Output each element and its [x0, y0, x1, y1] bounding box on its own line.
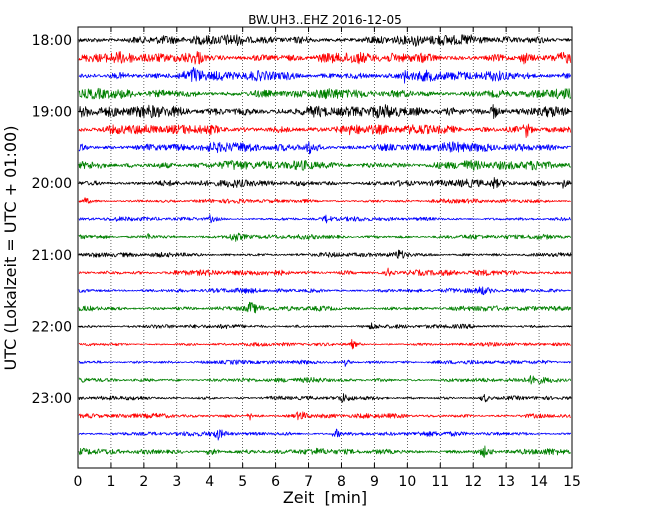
trace-line — [78, 214, 572, 224]
x-tick-label: 12 — [464, 474, 482, 490]
x-tick-label: 7 — [304, 474, 313, 490]
x-tick-label: 1 — [106, 474, 115, 490]
x-tick-label: 5 — [238, 474, 247, 490]
seismogram-traces — [78, 34, 572, 458]
trace-line — [78, 267, 572, 277]
trace-line — [78, 428, 572, 441]
x-axis-ticks: 0 1 2 3 4 5 6 7 8 9 10 11 12 13 14 15 — [74, 27, 581, 490]
x-tick-label: 13 — [497, 474, 515, 490]
trace-line — [78, 177, 572, 189]
x-tick-label: 9 — [370, 474, 379, 490]
trace-line — [78, 375, 572, 385]
x-tick-label: 11 — [431, 474, 449, 490]
y-axis-ticks: 18:00 19:00 20:00 21:00 22:00 23:00 — [32, 33, 572, 407]
y-axis-label: UTC (Lokalzeit = UTC + 01:00) — [1, 126, 20, 371]
y-tick-label: 18:00 — [32, 33, 72, 49]
x-tick-label: 14 — [530, 474, 548, 490]
x-tick-label: 6 — [271, 474, 280, 490]
y-tick-label: 20:00 — [32, 176, 72, 192]
trace-line — [78, 359, 572, 367]
x-axis-label: Zeit [min] — [283, 488, 367, 507]
x-tick-label: 10 — [398, 474, 416, 490]
y-tick-label: 22:00 — [32, 319, 72, 335]
trace-line — [78, 322, 571, 330]
trace-line — [78, 411, 571, 421]
trace-line — [78, 445, 572, 458]
trace-line — [78, 197, 571, 204]
y-tick-label: 19:00 — [32, 105, 72, 121]
x-tick-label: 15 — [563, 474, 581, 490]
trace-line — [78, 51, 572, 65]
trace-line — [78, 34, 571, 47]
trace-line — [78, 159, 572, 171]
trace-line — [78, 141, 571, 155]
trace-line — [78, 393, 572, 403]
trace-line — [78, 66, 572, 84]
chart-title: BW.UH3..EHZ 2016-12-05 — [248, 13, 402, 27]
x-tick-label: 0 — [74, 474, 83, 490]
trace-line — [78, 123, 572, 138]
x-tick-label: 4 — [205, 474, 214, 490]
trace-line — [78, 301, 572, 314]
y-tick-label: 21:00 — [32, 248, 72, 264]
x-tick-label: 8 — [337, 474, 346, 490]
trace-line — [78, 232, 572, 242]
trace-line — [78, 249, 572, 259]
trace-line — [78, 339, 571, 350]
trace-line — [78, 87, 572, 100]
trace-line — [78, 104, 572, 120]
plot-frame — [77, 26, 573, 469]
y-tick-label: 23:00 — [32, 391, 72, 407]
x-tick-label: 2 — [139, 474, 148, 490]
trace-line — [78, 286, 571, 296]
x-tick-label: 3 — [172, 474, 181, 490]
